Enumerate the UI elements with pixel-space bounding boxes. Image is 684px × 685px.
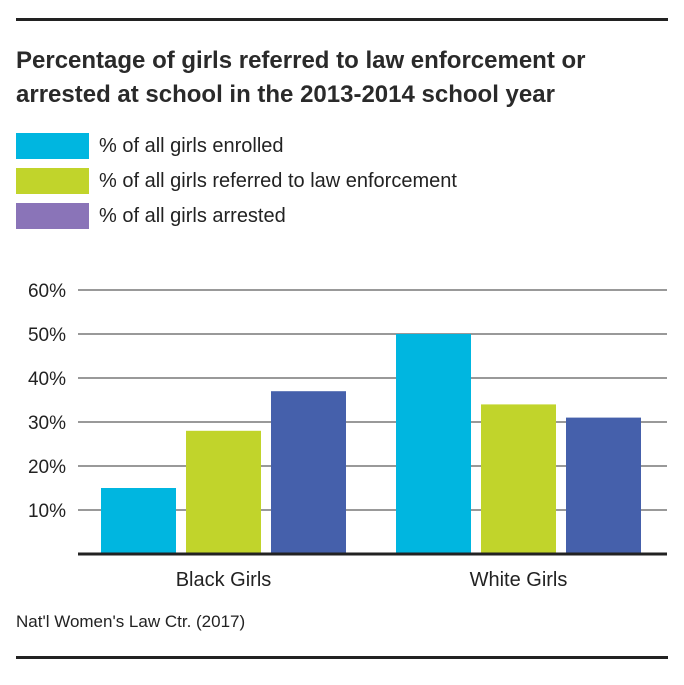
x-category-label: Black Girls xyxy=(176,569,272,591)
legend-swatch-referred xyxy=(16,168,89,194)
bar xyxy=(396,334,471,554)
legend-label-enrolled: % of all girls enrolled xyxy=(99,135,284,157)
bottom-rule xyxy=(16,656,668,659)
legend-item-referred: % of all girls referred to law enforceme… xyxy=(16,168,616,194)
bar xyxy=(186,430,261,554)
bar xyxy=(271,391,346,554)
chart-title: Percentage of girls referred to law enfo… xyxy=(16,47,586,108)
legend-label-referred: % of all girls referred to law enforceme… xyxy=(99,170,457,192)
legend-item-enrolled: % of all girls enrolled xyxy=(16,133,616,159)
y-tick-label: 60% xyxy=(28,281,66,302)
y-tick-label: 10% xyxy=(28,501,66,522)
x-category-label: White Girls xyxy=(470,569,568,591)
y-tick-label: 30% xyxy=(28,413,66,434)
y-tick-label: 20% xyxy=(28,457,66,478)
y-tick-label: 40% xyxy=(28,369,66,390)
bar xyxy=(101,488,176,554)
y-tick-label: 50% xyxy=(28,325,66,346)
legend-swatch-arrested xyxy=(16,203,89,229)
bar xyxy=(481,404,556,554)
legend-label-arrested: % of all girls arrested xyxy=(99,205,286,227)
top-rule xyxy=(16,18,668,21)
bar xyxy=(566,417,641,554)
source-note: Nat'l Women's Law Ctr. (2017) xyxy=(16,612,246,631)
legend-item-arrested: % of all girls arrested xyxy=(16,203,616,229)
legend-swatch-enrolled xyxy=(16,133,89,159)
